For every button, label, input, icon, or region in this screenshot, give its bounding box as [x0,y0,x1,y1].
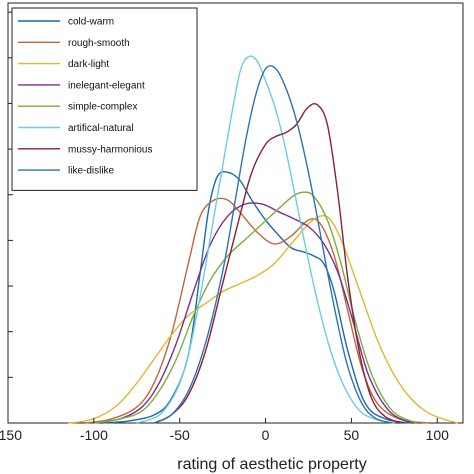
legend-label-simple-complex: simple-complex [68,102,137,113]
legend-label-like-dislike: like-dislike [68,166,115,177]
legend-label-dark-light: dark-light [68,59,109,70]
series-line-like-dislike [153,65,393,424]
x-axis-label: rating of aesthetic property [177,456,366,473]
series-line-cold-warm [102,170,412,424]
series-line-dark-light [68,215,459,424]
series-line-artifical-natural [136,55,395,424]
y-axis-ticks [8,11,13,378]
legend-label-mussy-harmonious: mussy-harmonious [68,144,152,155]
legend-label-inelegant-elegant: inelegant-elegant [68,80,145,91]
plot-border [7,2,464,424]
x-tick-label: 0 [262,427,270,443]
plot-area [7,2,464,424]
legend-label-cold-warm: cold-warm [68,17,114,28]
series-curves [68,55,459,424]
legend-label-artifical-natural: artifical-natural [68,123,134,134]
x-tick-label: 100 [426,427,450,443]
legend-box [11,7,198,191]
x-tick-label: -150 [0,427,22,443]
x-axis-ticks: -150 -100 -50 0 50 100 [0,418,449,443]
x-tick-label: 50 [344,427,360,443]
x-tick-label: -50 [170,427,190,443]
series-line-mussy-harmonious [153,102,404,424]
legend-label-rough-smooth: rough-smooth [68,38,130,49]
series-line-inelegant-elegant [93,202,412,424]
legend: cold-warm rough-smooth dark-light inelegant… [11,7,198,191]
x-tick-label: -100 [80,427,108,443]
series-line-rough-smooth [85,197,429,424]
